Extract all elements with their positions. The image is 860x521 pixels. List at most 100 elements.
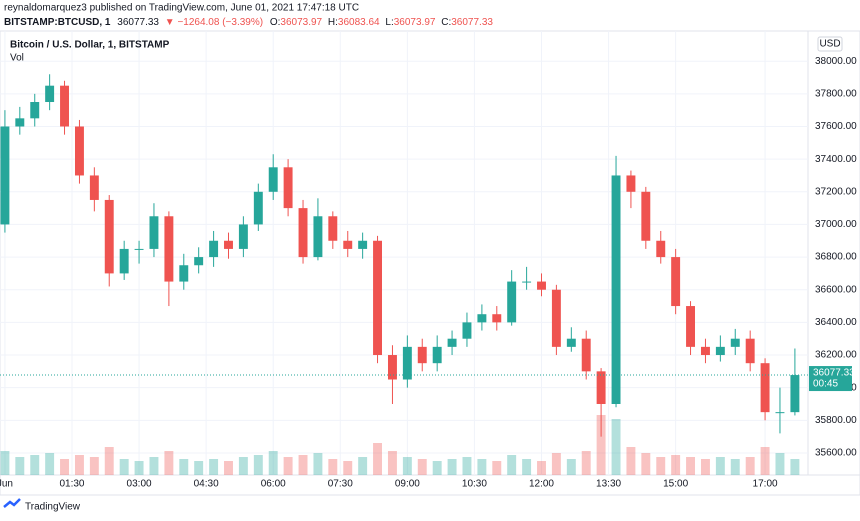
x-tick-label: 12:00 [529,479,554,490]
candle-body [238,224,248,249]
volume-bar [581,451,591,475]
volume-bar [89,457,99,475]
volume-bar [566,459,576,475]
y-tick-label: 36200.00 [815,350,857,361]
candle-body [701,346,710,356]
candle-body [343,240,353,249]
currency-box[interactable] [817,36,843,52]
candle-body [462,322,472,339]
candle-body [387,355,397,380]
candle-body [224,240,233,249]
volume-bar [74,455,84,475]
candle-body [745,338,755,364]
candle-body [492,314,502,323]
x-tick-label: 01:30 [59,479,84,490]
publisher: reynaldomarquez3 published on TradingVie… [4,3,359,14]
volume-bar [30,455,40,475]
candle-body [104,199,114,274]
volume-bar [432,461,442,475]
volume-bar [328,459,338,475]
volume-bar [611,419,621,475]
candle-body [358,240,368,249]
candle-body [596,371,606,404]
y-tick-label: 36800.00 [815,252,857,263]
volume-bar [671,455,681,475]
volume-bar [715,457,725,475]
x-tick-label: 06:00 [261,479,286,490]
volume-bar [507,455,517,475]
volume-bar [477,459,487,475]
candle-body [626,175,636,192]
volume-bar [537,461,546,475]
volume-bar [253,455,263,475]
x-tick-label: 03:00 [127,479,152,490]
volume-bar [730,459,740,475]
o: 36073.97 [280,17,322,28]
chart-title: Bitcoin / U.S. Dollar, 1, BITSTAMP [10,40,170,51]
candle-body [164,216,174,282]
currency: USD [819,39,840,50]
volume-bar [60,459,69,475]
volume-bar [641,453,651,475]
volume-bar [760,447,770,475]
volume-bar [149,457,159,475]
candle-body [89,175,99,200]
candle-body [432,346,442,364]
candle-body [283,167,293,209]
candle-body [313,216,323,258]
candle-body [522,281,532,283]
y-tick-label: 37200.00 [815,186,857,197]
candle-body [0,126,10,225]
volume-bar [373,443,382,475]
volume-bar [358,457,368,475]
y-tick-label: 37600.00 [815,121,857,132]
volume-bar [745,457,755,475]
volume-bar [343,461,353,475]
logo-icon [3,498,21,508]
candle-body [730,338,740,347]
h: 36083.64 [338,17,380,28]
x-tick-label: Jun [0,479,13,490]
y-tick-label: 35800.00 [815,415,857,426]
y-tick-label: 35600.00 [815,448,857,459]
volume-bar [134,461,144,475]
candle-body [298,208,308,258]
candle-body [551,289,561,347]
symbol-line: BITSTAMP:BTCUSD, 1 36077.33 ▼ −1264.08 (… [4,17,493,28]
o-label: O: [270,17,281,28]
volume-bar [298,455,308,475]
candle-body [149,216,159,249]
y-tick-label: 38000.00 [815,56,857,67]
candle-body [30,102,40,119]
volume-bar [268,451,278,475]
chart-frame [0,30,860,496]
change: ▼ −1264.08 (−3.39%) [165,17,263,28]
volume-bar [626,447,636,475]
candle-body [671,257,681,307]
candle-body [760,363,770,413]
candle-body [537,281,546,290]
candle-body [775,412,785,414]
volume-label: Vol [10,53,24,64]
volume-bar [686,457,696,475]
volume-bar [194,461,204,475]
candle-body [477,314,487,323]
candle-body [611,175,621,404]
x-tick-label: 07:30 [328,479,353,490]
candle-body [641,191,651,241]
candle-body [119,248,129,274]
l-label: L: [385,17,393,28]
volume-bar [45,453,55,475]
volume-bar [656,457,666,475]
candle-body [790,375,800,413]
volume-bar [179,459,189,475]
volume-bar [522,459,532,475]
logo-text: TradingView [25,502,81,513]
volume-bar [417,459,427,475]
y-tick-label: 37400.00 [815,154,857,165]
candle-body [581,338,591,372]
candle-body [74,126,84,176]
volume-bar [387,451,397,475]
candle-body [45,85,55,103]
volume-bar [119,459,129,475]
